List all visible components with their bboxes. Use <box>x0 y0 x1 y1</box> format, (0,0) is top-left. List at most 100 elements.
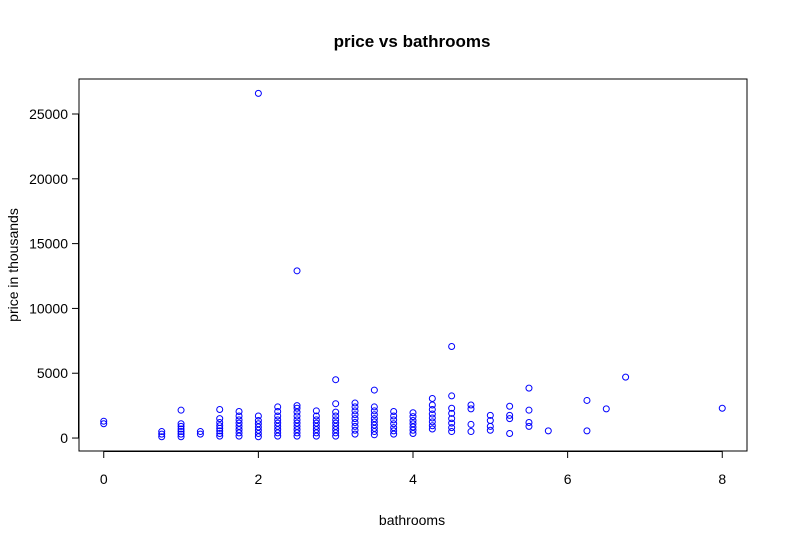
chart-title: price vs bathrooms <box>334 32 491 51</box>
data-point <box>448 415 456 423</box>
data-point <box>293 267 301 275</box>
data-point <box>390 407 398 415</box>
data-point <box>293 402 301 410</box>
data-point <box>409 413 417 421</box>
data-point <box>177 433 185 441</box>
data-point <box>390 412 398 420</box>
data-point <box>351 415 359 423</box>
data-point <box>448 392 456 400</box>
data-point <box>467 428 475 436</box>
data-point <box>370 418 378 426</box>
data-point <box>235 407 243 415</box>
y-axis-label: price in thousands <box>5 208 21 322</box>
data-point <box>332 408 340 416</box>
data-point <box>293 419 301 427</box>
data-point <box>177 428 185 436</box>
data-point <box>216 427 224 435</box>
data-point <box>216 415 224 423</box>
data-point <box>254 420 262 428</box>
data-point <box>351 426 359 434</box>
data-point <box>448 404 456 412</box>
data-point <box>525 422 533 430</box>
data-point <box>158 430 166 438</box>
data-point <box>177 420 185 428</box>
data-point <box>293 404 301 412</box>
data-point <box>428 410 436 418</box>
x-tick-label: 8 <box>718 471 726 487</box>
data-point <box>486 417 494 425</box>
data-point <box>351 403 359 411</box>
data-point <box>525 418 533 426</box>
data-point <box>428 418 436 426</box>
x-axis-label: bathrooms <box>379 512 445 528</box>
data-point <box>312 419 320 427</box>
data-point <box>312 416 320 424</box>
data-point <box>467 401 475 409</box>
data-point <box>254 89 262 97</box>
data-point <box>351 422 359 430</box>
data-point <box>216 432 224 440</box>
data-point <box>428 422 436 430</box>
data-point <box>274 412 282 420</box>
data-point <box>312 412 320 420</box>
data-point <box>428 401 436 409</box>
y-tick-label: 25000 <box>29 106 68 122</box>
data-point <box>390 424 398 432</box>
data-point <box>506 411 514 419</box>
data-point <box>506 402 514 410</box>
data-point <box>428 395 436 403</box>
data-point <box>428 406 436 414</box>
data-point <box>409 417 417 425</box>
data-points <box>100 89 726 441</box>
data-point <box>351 418 359 426</box>
data-point <box>332 376 340 384</box>
data-point <box>235 419 243 427</box>
x-tick-label: 2 <box>254 471 262 487</box>
data-point <box>583 396 591 404</box>
data-point <box>216 430 224 438</box>
data-point <box>216 418 224 426</box>
data-point <box>525 384 533 392</box>
data-point <box>448 424 456 432</box>
data-point <box>486 422 494 430</box>
data-point <box>100 420 108 428</box>
data-point <box>216 406 224 414</box>
data-point <box>235 416 243 424</box>
data-point <box>718 404 726 412</box>
data-point <box>332 400 340 408</box>
data-point <box>254 412 262 420</box>
x-axis: 0 2 4 6 8 <box>100 451 726 487</box>
data-point <box>351 399 359 407</box>
data-point <box>158 433 166 441</box>
data-point <box>544 427 552 435</box>
data-point <box>274 419 282 427</box>
y-tick-label: 0 <box>60 430 68 446</box>
data-point <box>312 407 320 415</box>
x-tick-label: 0 <box>100 471 108 487</box>
data-point <box>506 415 514 423</box>
data-point <box>158 428 166 436</box>
data-point <box>486 411 494 419</box>
data-point <box>602 405 610 413</box>
data-point <box>332 419 340 427</box>
data-point <box>370 415 378 423</box>
data-point <box>390 420 398 428</box>
data-point <box>177 430 185 438</box>
data-point <box>370 411 378 419</box>
data-point <box>370 386 378 394</box>
data-point <box>390 427 398 435</box>
data-point <box>332 412 340 420</box>
data-point <box>196 428 204 436</box>
data-point <box>293 412 301 420</box>
data-point <box>177 406 185 414</box>
data-point <box>274 403 282 411</box>
data-point <box>448 419 456 427</box>
data-point <box>254 417 262 425</box>
data-point <box>390 416 398 424</box>
data-point <box>583 427 591 435</box>
data-point <box>448 428 456 436</box>
y-tick-label: 20000 <box>29 171 68 187</box>
plot-frame <box>78 78 748 452</box>
data-point <box>428 425 436 433</box>
data-point <box>351 411 359 419</box>
